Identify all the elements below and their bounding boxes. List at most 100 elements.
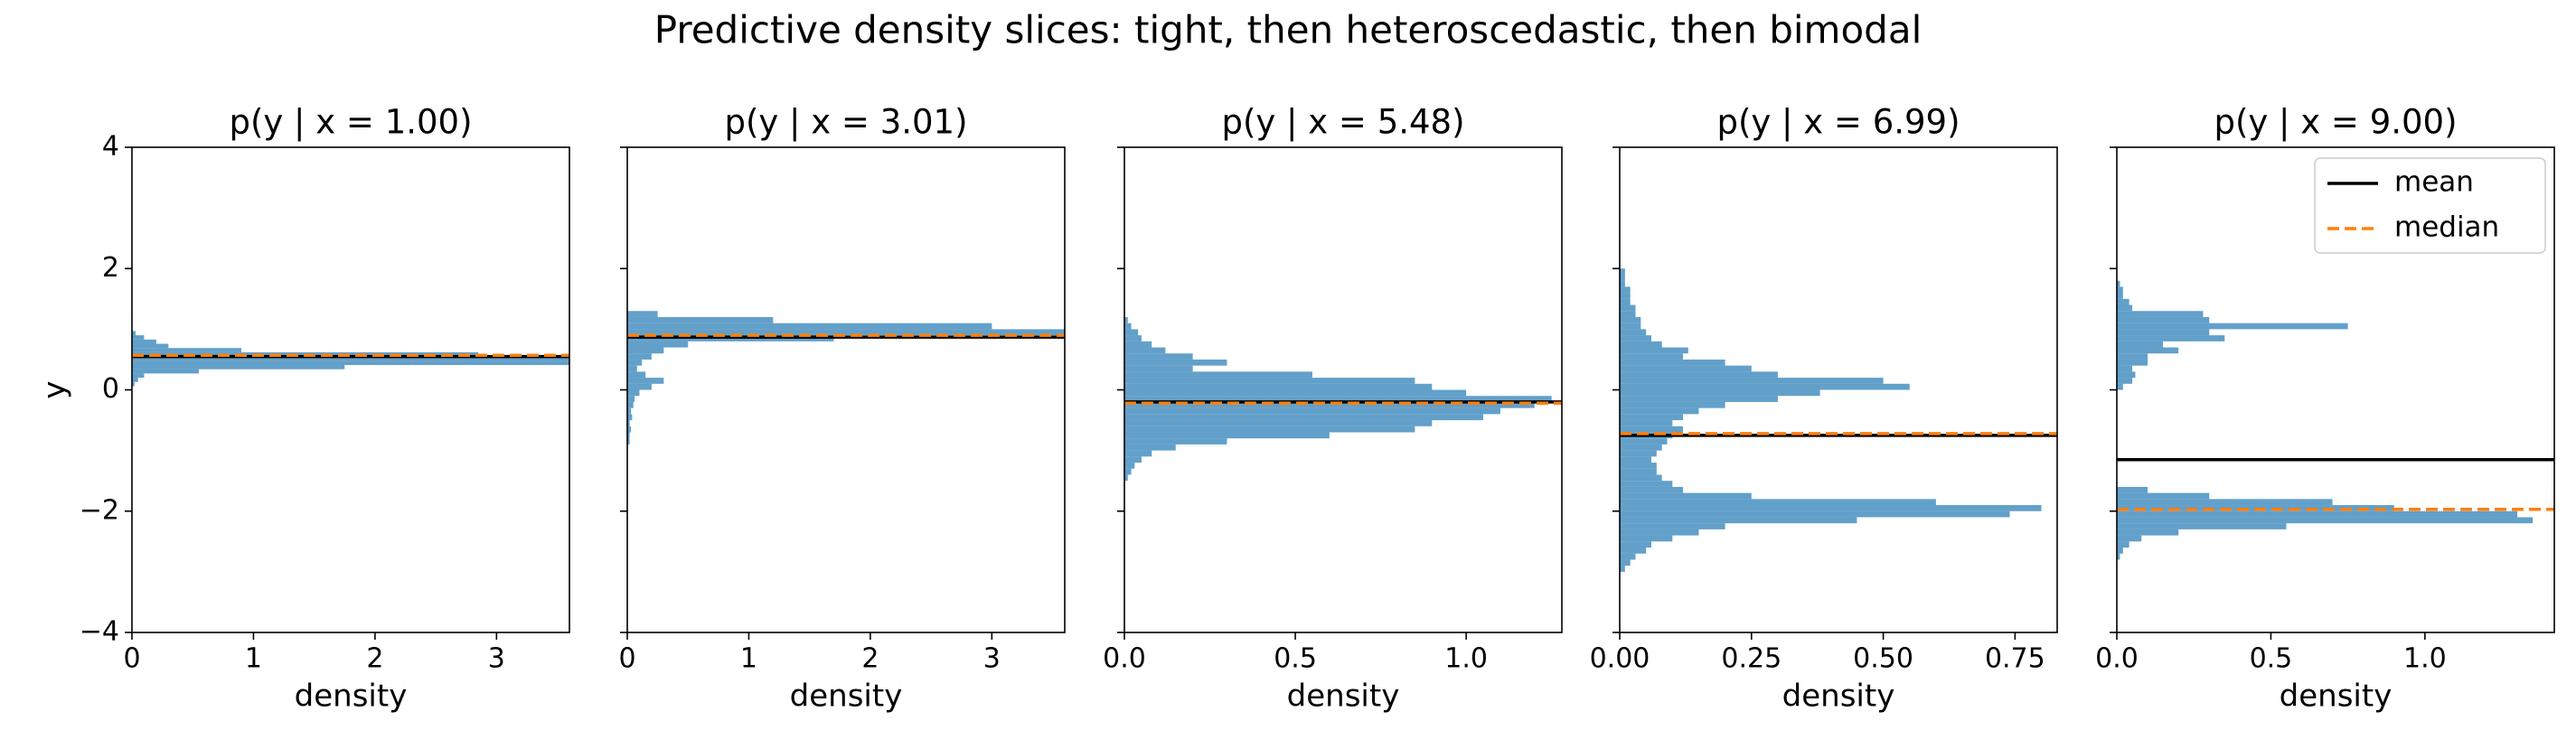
x-tick-label: 0.0 — [1103, 643, 1146, 675]
histogram-bar — [1124, 329, 1139, 336]
histogram-bar — [2117, 548, 2123, 554]
histogram-bar — [1124, 420, 1433, 426]
histogram-bar — [1124, 378, 1415, 384]
histogram-bar — [132, 343, 169, 349]
histogram-bar — [1124, 463, 1135, 469]
histogram-bar — [1620, 414, 1683, 421]
histogram-bar — [1620, 401, 1725, 408]
histogram-bar — [627, 438, 630, 445]
histogram-bar — [1620, 548, 1647, 554]
x-tick-label: 0.0 — [2095, 643, 2139, 675]
histogram-bar — [627, 311, 658, 317]
x-tick-label: 1 — [740, 643, 757, 675]
histogram-bar — [1620, 383, 1910, 390]
histogram-bar — [1124, 316, 1128, 323]
figure-title: Predictive density slices: tight, then h… — [654, 8, 1922, 52]
x-axis-label: density — [2280, 679, 2393, 715]
histogram-bar — [132, 331, 136, 336]
histogram-bar — [1124, 359, 1227, 366]
histogram-bar — [1124, 444, 1176, 451]
histogram-bar — [1620, 316, 1641, 323]
histogram-bar — [2117, 510, 2518, 518]
x-tick-label: 0.5 — [2250, 643, 2293, 675]
histogram-bar — [2117, 353, 2148, 360]
histogram-bar — [1124, 456, 1142, 463]
x-tick-label: 0 — [123, 643, 140, 675]
axes-frame — [131, 146, 570, 633]
histogram-bar — [132, 339, 156, 344]
histogram-bar — [627, 359, 643, 366]
histogram-bar — [1124, 450, 1152, 457]
histogram-bar — [1620, 553, 1636, 560]
histogram-bar — [627, 389, 640, 397]
histogram-bar — [2117, 541, 2129, 548]
histogram-bar — [1124, 341, 1152, 348]
histogram-bar — [2117, 517, 2534, 524]
plot-area — [2117, 280, 2554, 560]
x-tick-label: 0 — [618, 643, 635, 675]
histogram-bar — [132, 335, 145, 340]
histogram-bar — [1124, 353, 1193, 360]
histogram-bar — [2117, 553, 2120, 560]
histogram-bar — [1620, 523, 1725, 529]
histogram-bar — [1620, 541, 1651, 548]
histogram-bar — [1620, 463, 1657, 469]
histogram-bar — [1620, 444, 1662, 451]
histogram-bar — [2117, 371, 2136, 379]
histogram-bar — [2117, 383, 2123, 390]
panel-title: p(y | x = 5.48) — [1221, 103, 1464, 142]
histogram-bar — [2117, 280, 2120, 287]
histogram-bar — [2117, 523, 2287, 529]
histogram-bar — [627, 365, 637, 372]
histogram-bar — [2117, 529, 2179, 536]
histogram-bar — [1620, 468, 1657, 475]
histogram-bar — [2117, 323, 2348, 330]
histogram-bar — [1124, 474, 1128, 482]
histogram-bar — [627, 378, 664, 384]
histogram-bar — [1620, 474, 1662, 482]
plot-area — [132, 331, 569, 387]
histogram-bar — [1620, 438, 1668, 445]
histogram-bar — [1124, 438, 1227, 445]
histogram-bar — [132, 360, 569, 365]
histogram-bar — [1620, 559, 1631, 566]
histogram-bar — [132, 373, 145, 379]
y-tick-label: −4 — [80, 616, 119, 648]
histogram-bar — [2117, 316, 2210, 323]
x-tick-label: 0.5 — [1274, 643, 1317, 675]
panel-title: p(y | x = 1.00) — [229, 103, 472, 142]
histogram-bar — [627, 396, 635, 402]
histogram-bar — [1620, 389, 1820, 397]
histogram-bar — [1124, 323, 1132, 330]
histogram-bar — [1124, 383, 1433, 390]
x-tick-label: 1.0 — [1444, 643, 1488, 675]
histogram-bar — [1620, 420, 1673, 426]
legend-label: median — [2394, 211, 2499, 244]
panel-title: p(y | x = 3.01) — [724, 103, 967, 142]
x-tick-label: 3 — [983, 643, 1001, 675]
histogram-bar — [627, 432, 630, 439]
histogram-bar — [627, 371, 646, 379]
histogram-bar — [1620, 365, 1752, 372]
histogram-bar — [2117, 486, 2148, 493]
histogram-bar — [1124, 432, 1330, 439]
histogram-bar — [1620, 450, 1657, 457]
histogram-bar — [2117, 311, 2204, 317]
histogram-bar — [1620, 329, 1647, 336]
histogram-bar — [627, 347, 664, 354]
histogram-bar — [1124, 401, 1535, 408]
plot-area — [1620, 268, 2057, 572]
x-axis-label: density — [790, 679, 903, 715]
panel-title: p(y | x = 6.99) — [1716, 103, 1960, 142]
y-tick-label: 2 — [102, 252, 119, 284]
histogram-bar — [1620, 371, 1778, 379]
x-tick-label: 0.75 — [1985, 643, 2045, 675]
histogram-bar — [1620, 353, 1683, 360]
histogram-bar — [1620, 359, 1725, 366]
histogram-bar — [627, 414, 633, 421]
histogram-bar — [2117, 293, 2123, 299]
x-tick-label: 0.00 — [1590, 643, 1650, 675]
histogram-bar — [627, 323, 992, 330]
histogram-bar — [1620, 535, 1673, 542]
